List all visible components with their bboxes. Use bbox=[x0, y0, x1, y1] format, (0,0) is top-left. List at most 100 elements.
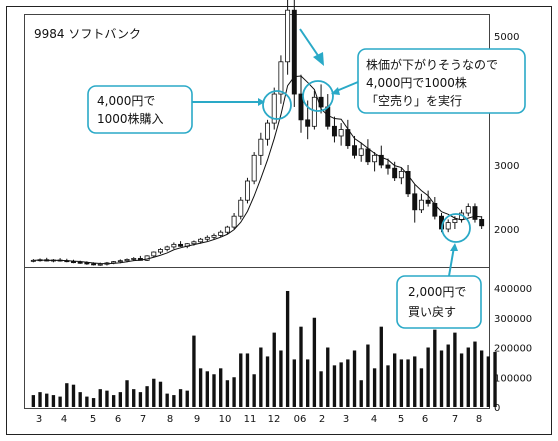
candle-body bbox=[352, 145, 358, 156]
volume-bar bbox=[466, 347, 470, 407]
short-callout bbox=[357, 48, 526, 114]
cover-callout-line-1: 2,000円で bbox=[408, 285, 466, 299]
volume-bar bbox=[346, 359, 350, 407]
axis-labels: 2000 3000 5000 0 100000 200000 300000 400000 3 4 5… bbox=[36, 32, 532, 425]
cover-callout-pointer bbox=[448, 246, 455, 277]
candle-body bbox=[171, 243, 177, 248]
candle-body bbox=[345, 129, 351, 147]
volume-bar bbox=[239, 353, 243, 407]
volume-bar bbox=[132, 389, 136, 407]
x-tick-label: 9 bbox=[194, 414, 200, 425]
volume-bars bbox=[31, 290, 497, 408]
volume-bar bbox=[393, 353, 397, 407]
volume-bar bbox=[366, 344, 370, 407]
candle-body bbox=[271, 93, 277, 124]
volume-bar bbox=[85, 396, 89, 407]
cover-point-circle bbox=[441, 213, 471, 243]
x-tick-label: 5 bbox=[90, 414, 96, 425]
price-tick-label: 5000 bbox=[494, 32, 519, 43]
candle-body bbox=[151, 251, 157, 257]
volume-bar bbox=[379, 326, 383, 407]
candle-body bbox=[265, 122, 271, 140]
candle-body bbox=[157, 249, 163, 253]
volume-bar bbox=[125, 380, 129, 407]
buy-callout bbox=[87, 85, 193, 134]
candle-body bbox=[311, 96, 317, 127]
volume-bar bbox=[433, 329, 437, 407]
volume-bar bbox=[205, 371, 209, 407]
volume-bar bbox=[339, 362, 343, 408]
candle-body bbox=[77, 261, 83, 264]
volume-bar bbox=[285, 290, 290, 407]
candle-body bbox=[432, 202, 438, 217]
x-tick-label: 6 bbox=[115, 414, 121, 425]
candle-body bbox=[385, 164, 391, 169]
x-tick-label: 5 bbox=[398, 414, 404, 425]
x-tick-label: 7 bbox=[140, 414, 146, 425]
short-callout-line-2: 4,000円で1000株 bbox=[366, 75, 467, 90]
volume-bar bbox=[165, 393, 169, 407]
candle-body bbox=[178, 243, 184, 247]
volume-bar bbox=[326, 347, 330, 407]
candle-body bbox=[378, 154, 384, 166]
volume-bar bbox=[265, 356, 270, 407]
volume-tick-label: 200000 bbox=[494, 344, 532, 355]
candle-body bbox=[84, 262, 90, 265]
candle-body bbox=[204, 236, 210, 240]
volume-bar bbox=[372, 368, 377, 407]
volume-bar bbox=[212, 374, 216, 407]
volume-bar bbox=[259, 347, 263, 407]
x-tick-label: 3 bbox=[36, 414, 42, 425]
candle-body bbox=[358, 148, 364, 156]
candle-body bbox=[338, 129, 344, 137]
candle-body bbox=[418, 199, 424, 211]
candle-body bbox=[392, 167, 398, 179]
volume-bar bbox=[145, 386, 149, 407]
candle-body bbox=[131, 258, 137, 260]
short-callout-line-1: 株価が下がりそうなので bbox=[366, 57, 498, 72]
candle-body bbox=[258, 138, 264, 156]
candle-body bbox=[465, 206, 471, 214]
candle-body bbox=[305, 119, 311, 127]
candle-body bbox=[445, 222, 451, 230]
candle-body bbox=[231, 215, 237, 228]
cover-pointer-head bbox=[450, 243, 458, 251]
buy-pointer-head bbox=[258, 98, 265, 106]
candle-body bbox=[91, 263, 97, 266]
volume-bar bbox=[51, 395, 56, 407]
short-point-circle bbox=[302, 80, 334, 112]
volume-bar bbox=[446, 344, 450, 407]
x-tick-label: 11 bbox=[244, 414, 257, 425]
candle-body bbox=[479, 218, 485, 227]
candle-body bbox=[30, 259, 36, 262]
volume-bar bbox=[31, 395, 36, 407]
candle-body bbox=[198, 238, 204, 243]
volume-tick-label: 100000 bbox=[494, 373, 532, 384]
candle-body bbox=[191, 241, 197, 245]
x-tick-label: 3 bbox=[343, 414, 349, 425]
volume-bar bbox=[386, 365, 390, 407]
buy-callout-line-1: 4,000円で bbox=[97, 94, 155, 108]
volume-bar bbox=[399, 359, 404, 407]
candle-body bbox=[97, 263, 103, 266]
volume-bar bbox=[459, 353, 464, 407]
volume-bar bbox=[219, 368, 223, 407]
volume-bar bbox=[225, 380, 230, 407]
volume-bar bbox=[232, 377, 236, 407]
volume-bar bbox=[419, 368, 424, 407]
candle-body bbox=[244, 180, 250, 201]
x-tick-label: 10 bbox=[219, 414, 232, 425]
x-tick-label: 4 bbox=[61, 414, 67, 425]
volume-bar bbox=[272, 332, 276, 408]
volume-bar bbox=[413, 356, 417, 407]
volume-bar bbox=[98, 389, 102, 407]
volume-bar bbox=[105, 390, 109, 407]
short-pointer-head bbox=[331, 87, 340, 95]
candle-body bbox=[291, 9, 297, 95]
volume-tick-label: 300000 bbox=[494, 314, 532, 325]
cover-callout bbox=[396, 275, 482, 329]
volume-bar bbox=[158, 381, 163, 407]
volume-bar bbox=[299, 326, 303, 407]
